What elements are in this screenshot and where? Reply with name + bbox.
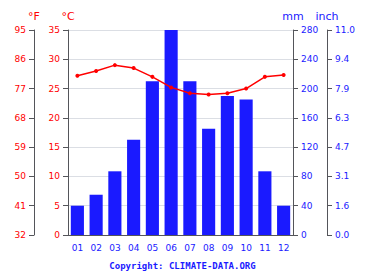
svg-text:12: 12 bbox=[278, 243, 289, 253]
svg-text:10: 10 bbox=[240, 243, 252, 253]
svg-text:40: 40 bbox=[301, 201, 313, 211]
svg-text:77: 77 bbox=[15, 84, 26, 94]
svg-text:04: 04 bbox=[128, 243, 140, 253]
svg-text:32: 32 bbox=[15, 230, 26, 240]
svg-text:41: 41 bbox=[15, 201, 26, 211]
svg-text:5: 5 bbox=[54, 201, 60, 211]
svg-text:200: 200 bbox=[301, 84, 318, 94]
svg-text:68: 68 bbox=[15, 113, 27, 123]
svg-text:0.0: 0.0 bbox=[335, 230, 350, 240]
svg-text:50: 50 bbox=[15, 171, 27, 181]
svg-text:160: 160 bbox=[301, 113, 318, 123]
svg-text:59: 59 bbox=[15, 142, 27, 152]
svg-text:9.4: 9.4 bbox=[335, 54, 350, 64]
svg-text:09: 09 bbox=[222, 243, 234, 253]
svg-text:Copyright: CLIMATE-DATA.ORG: Copyright: CLIMATE-DATA.ORG bbox=[109, 261, 255, 271]
svg-text:240: 240 bbox=[301, 54, 318, 64]
svg-text:1.6: 1.6 bbox=[335, 201, 350, 211]
svg-text:mm: mm bbox=[282, 10, 303, 23]
svg-text:80: 80 bbox=[301, 171, 313, 181]
svg-text:11.0: 11.0 bbox=[335, 25, 355, 35]
svg-text:°C: °C bbox=[61, 10, 75, 23]
svg-text:25: 25 bbox=[49, 84, 60, 94]
svg-text:08: 08 bbox=[203, 243, 215, 253]
svg-text:°F: °F bbox=[28, 10, 40, 23]
svg-text:06: 06 bbox=[165, 243, 177, 253]
svg-text:280: 280 bbox=[301, 25, 318, 35]
svg-text:05: 05 bbox=[147, 243, 158, 253]
svg-text:11: 11 bbox=[259, 243, 270, 253]
svg-text:07: 07 bbox=[184, 243, 195, 253]
svg-text:30: 30 bbox=[49, 54, 61, 64]
svg-text:02: 02 bbox=[90, 243, 101, 253]
svg-text:inch: inch bbox=[315, 10, 338, 23]
svg-text:0: 0 bbox=[54, 230, 60, 240]
svg-text:86: 86 bbox=[15, 54, 27, 64]
svg-text:03: 03 bbox=[109, 243, 120, 253]
svg-text:01: 01 bbox=[72, 243, 83, 253]
svg-text:3.1: 3.1 bbox=[335, 171, 349, 181]
svg-text:15: 15 bbox=[49, 142, 60, 152]
svg-text:20: 20 bbox=[49, 113, 61, 123]
svg-text:6.3: 6.3 bbox=[335, 113, 349, 123]
svg-text:7.9: 7.9 bbox=[335, 84, 350, 94]
svg-text:95: 95 bbox=[15, 25, 26, 35]
svg-text:4.7: 4.7 bbox=[335, 142, 349, 152]
svg-text:10: 10 bbox=[49, 171, 61, 181]
svg-text:35: 35 bbox=[49, 25, 60, 35]
svg-text:120: 120 bbox=[301, 142, 318, 152]
svg-text:0: 0 bbox=[301, 230, 307, 240]
